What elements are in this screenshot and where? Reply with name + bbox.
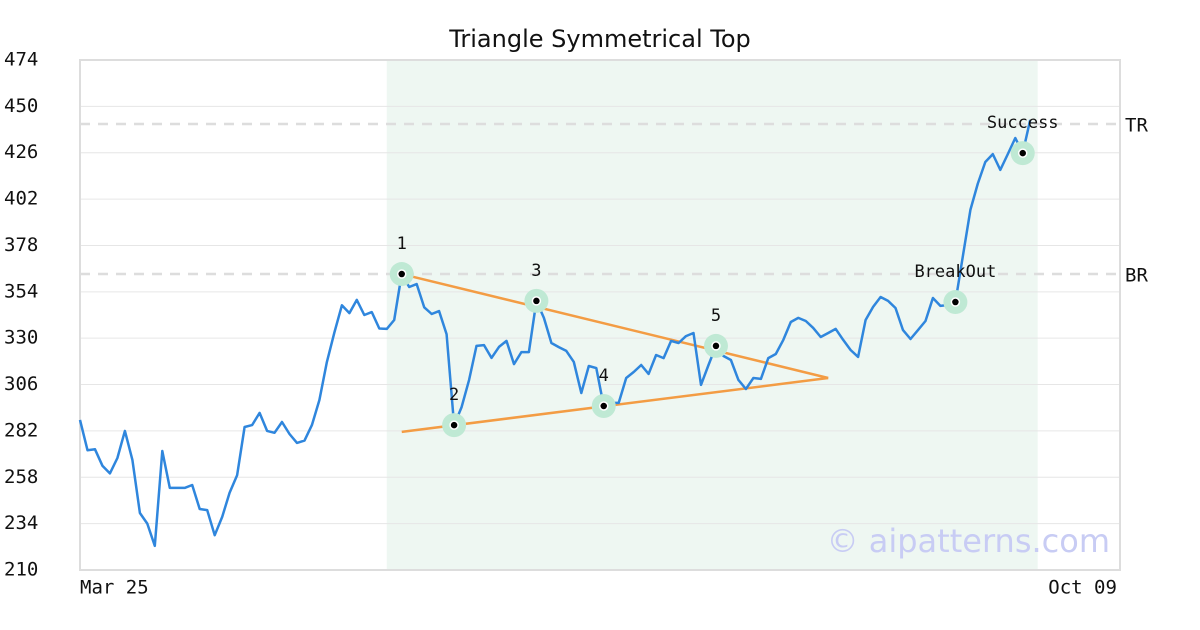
- point-dot: [950, 297, 961, 307]
- y-tick-label: 354: [4, 280, 38, 302]
- chart-title: Triangle Symmetrical Top: [448, 25, 751, 53]
- point-label: BreakOut: [914, 262, 996, 282]
- y-tick-label: 210: [4, 559, 38, 581]
- y-tick-label: 378: [4, 234, 38, 256]
- point-dot: [531, 296, 542, 306]
- plot-frame: [79, 59, 1121, 571]
- y-tick-label: 402: [4, 188, 38, 210]
- point-label: 2: [449, 385, 459, 405]
- point-label: 3: [531, 261, 541, 281]
- point-label: 1: [397, 234, 407, 254]
- point-dot: [396, 269, 407, 279]
- level-label: TR: [1125, 114, 1148, 136]
- point-dot: [711, 341, 721, 351]
- y-tick-label: 450: [4, 95, 38, 117]
- y-tick-label: 258: [4, 466, 38, 488]
- point-dot: [449, 420, 459, 430]
- level-label: BR: [1125, 265, 1148, 287]
- y-tick-label: 330: [4, 327, 38, 349]
- y-tick-label: 282: [4, 419, 38, 441]
- y-tick-label: 474: [4, 49, 38, 71]
- point-label: 5: [711, 306, 721, 326]
- price-line: [78, 119, 1032, 548]
- y-tick-label: 234: [4, 512, 38, 534]
- trend-line: [401, 272, 829, 380]
- pattern-zone: [386, 60, 1038, 570]
- y-tick-label: 306: [4, 373, 38, 395]
- x-tick-label: Mar 25: [80, 577, 149, 599]
- point-label: Success: [987, 113, 1059, 133]
- point-dot: [1017, 148, 1028, 158]
- watermark: © aipatterns.com: [827, 522, 1110, 560]
- point-dot: [598, 401, 609, 411]
- y-tick-label: 426: [4, 141, 38, 163]
- x-tick-label: Oct 09: [1048, 577, 1117, 599]
- point-label: 4: [599, 366, 609, 386]
